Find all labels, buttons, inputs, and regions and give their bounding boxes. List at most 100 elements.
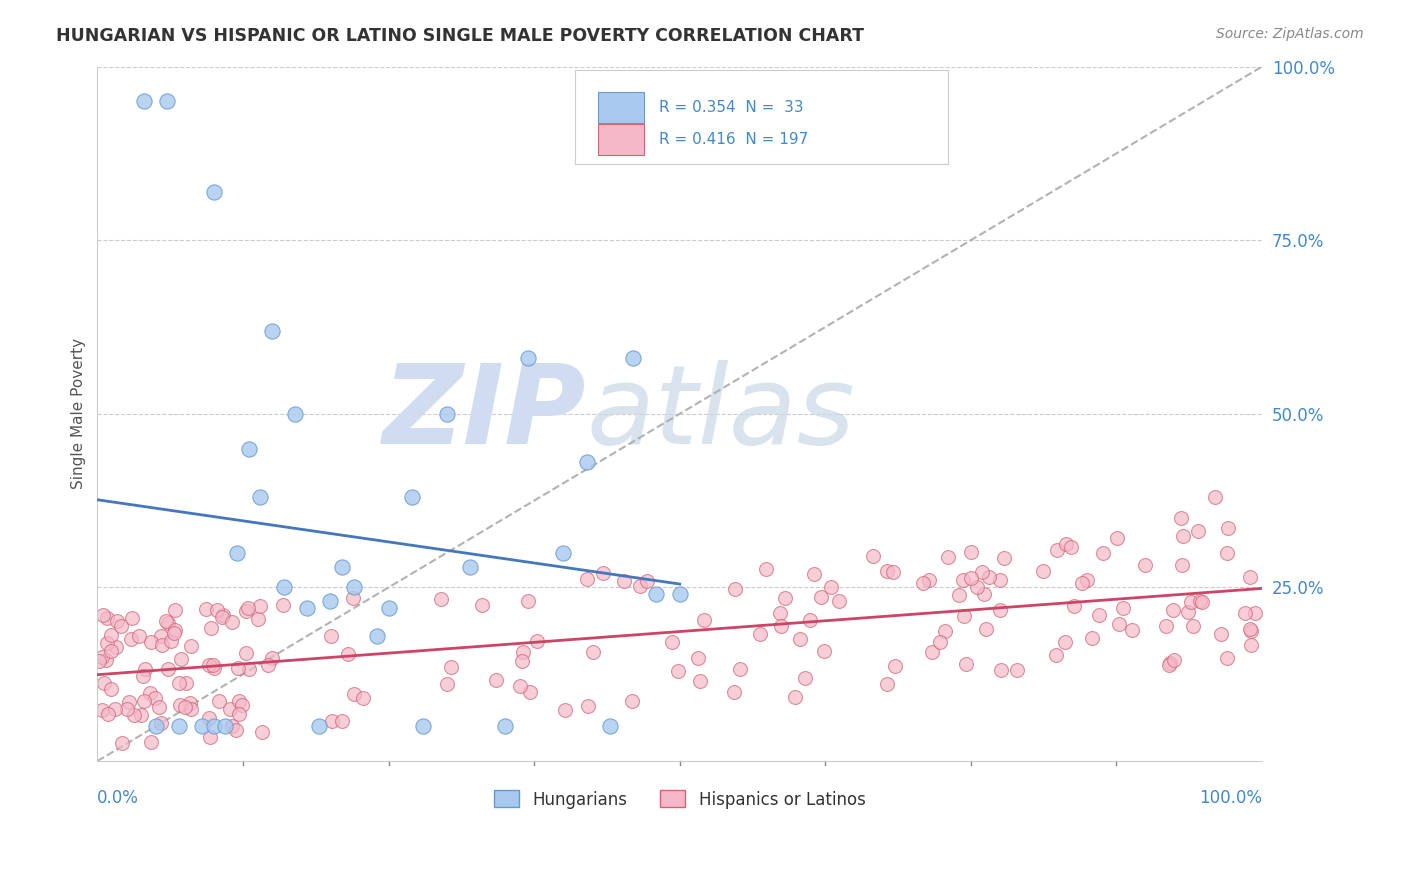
Point (966, 580, 988, 594)
Point (100, 628, 122, 642)
Point (1180, 595, 1202, 609)
Point (342, 581, 364, 595)
Point (191, 719, 214, 733)
Point (202, 185, 225, 199)
Point (509, 680, 531, 694)
Point (134, 662, 156, 676)
Point (228, 661, 250, 675)
Point (1112, 600, 1135, 615)
Point (430, 591, 453, 606)
Point (165, 603, 187, 617)
Point (321, 629, 343, 643)
Point (1080, 631, 1102, 645)
Point (132, 95, 155, 109)
Point (458, 559, 481, 574)
Point (337, 647, 360, 661)
Point (436, 677, 458, 691)
Point (692, 613, 714, 627)
Point (155, 614, 177, 628)
Point (138, 686, 160, 700)
Point (330, 559, 353, 574)
Point (1159, 656, 1181, 670)
Point (205, 603, 228, 617)
Point (110, 619, 132, 633)
Point (1005, 663, 1028, 677)
Point (974, 622, 997, 636)
Text: Source: ZipAtlas.com: Source: ZipAtlas.com (1216, 27, 1364, 41)
Point (139, 634, 162, 648)
Point (271, 599, 294, 613)
Point (198, 658, 221, 673)
Point (1216, 546, 1239, 560)
Point (1156, 619, 1178, 633)
Point (91, 608, 114, 623)
Point (128, 629, 150, 643)
Point (813, 644, 835, 658)
Point (576, 572, 599, 586)
Point (256, 658, 278, 673)
Point (91, 703, 114, 717)
Point (576, 699, 599, 714)
Point (225, 723, 247, 737)
Point (342, 591, 364, 606)
Point (152, 638, 174, 652)
Point (440, 660, 463, 674)
Point (977, 570, 1000, 584)
Point (145, 719, 167, 733)
Point (1233, 607, 1256, 621)
Point (163, 626, 186, 640)
Point (921, 645, 943, 659)
Point (1173, 529, 1195, 543)
Point (799, 613, 821, 627)
Point (150, 715, 173, 730)
Point (955, 657, 977, 672)
Point (519, 685, 541, 699)
Point (862, 549, 884, 564)
Point (198, 730, 221, 744)
Point (134, 693, 156, 707)
Point (180, 640, 202, 654)
Point (820, 581, 842, 595)
Point (198, 711, 221, 725)
Point (755, 562, 778, 576)
Text: R = 0.354  N =  33: R = 0.354 N = 33 (659, 100, 803, 115)
Point (1161, 603, 1184, 617)
Point (1107, 531, 1129, 545)
Point (1054, 537, 1077, 551)
Point (1182, 619, 1205, 633)
Point (260, 650, 283, 665)
Point (238, 662, 260, 676)
Point (621, 693, 644, 707)
Point (668, 664, 690, 678)
Point (1240, 624, 1263, 639)
Point (1121, 623, 1143, 637)
Point (1070, 575, 1092, 590)
Point (789, 632, 811, 646)
Point (794, 671, 817, 685)
Point (517, 594, 540, 608)
Point (728, 662, 751, 676)
Point (613, 574, 636, 588)
Point (471, 598, 494, 612)
Point (803, 567, 825, 582)
FancyBboxPatch shape (575, 70, 948, 164)
Text: HUNGARIAN VS HISPANIC OR LATINO SINGLE MALE POVERTY CORRELATION CHART: HUNGARIAN VS HISPANIC OR LATINO SINGLE M… (56, 27, 865, 45)
Point (208, 694, 231, 708)
Point (149, 629, 172, 643)
Point (246, 612, 269, 626)
Text: R = 0.416  N = 197: R = 0.416 N = 197 (659, 132, 808, 147)
Point (169, 698, 191, 712)
Point (115, 701, 138, 715)
Point (122, 708, 145, 723)
Point (97, 706, 120, 721)
Point (876, 564, 898, 578)
Point (592, 566, 614, 580)
Point (810, 590, 832, 604)
Point (1177, 605, 1199, 619)
Point (1239, 622, 1261, 636)
FancyBboxPatch shape (598, 124, 644, 154)
Point (93, 676, 115, 690)
Point (1059, 541, 1081, 555)
Point (1053, 635, 1076, 649)
Point (202, 719, 225, 733)
